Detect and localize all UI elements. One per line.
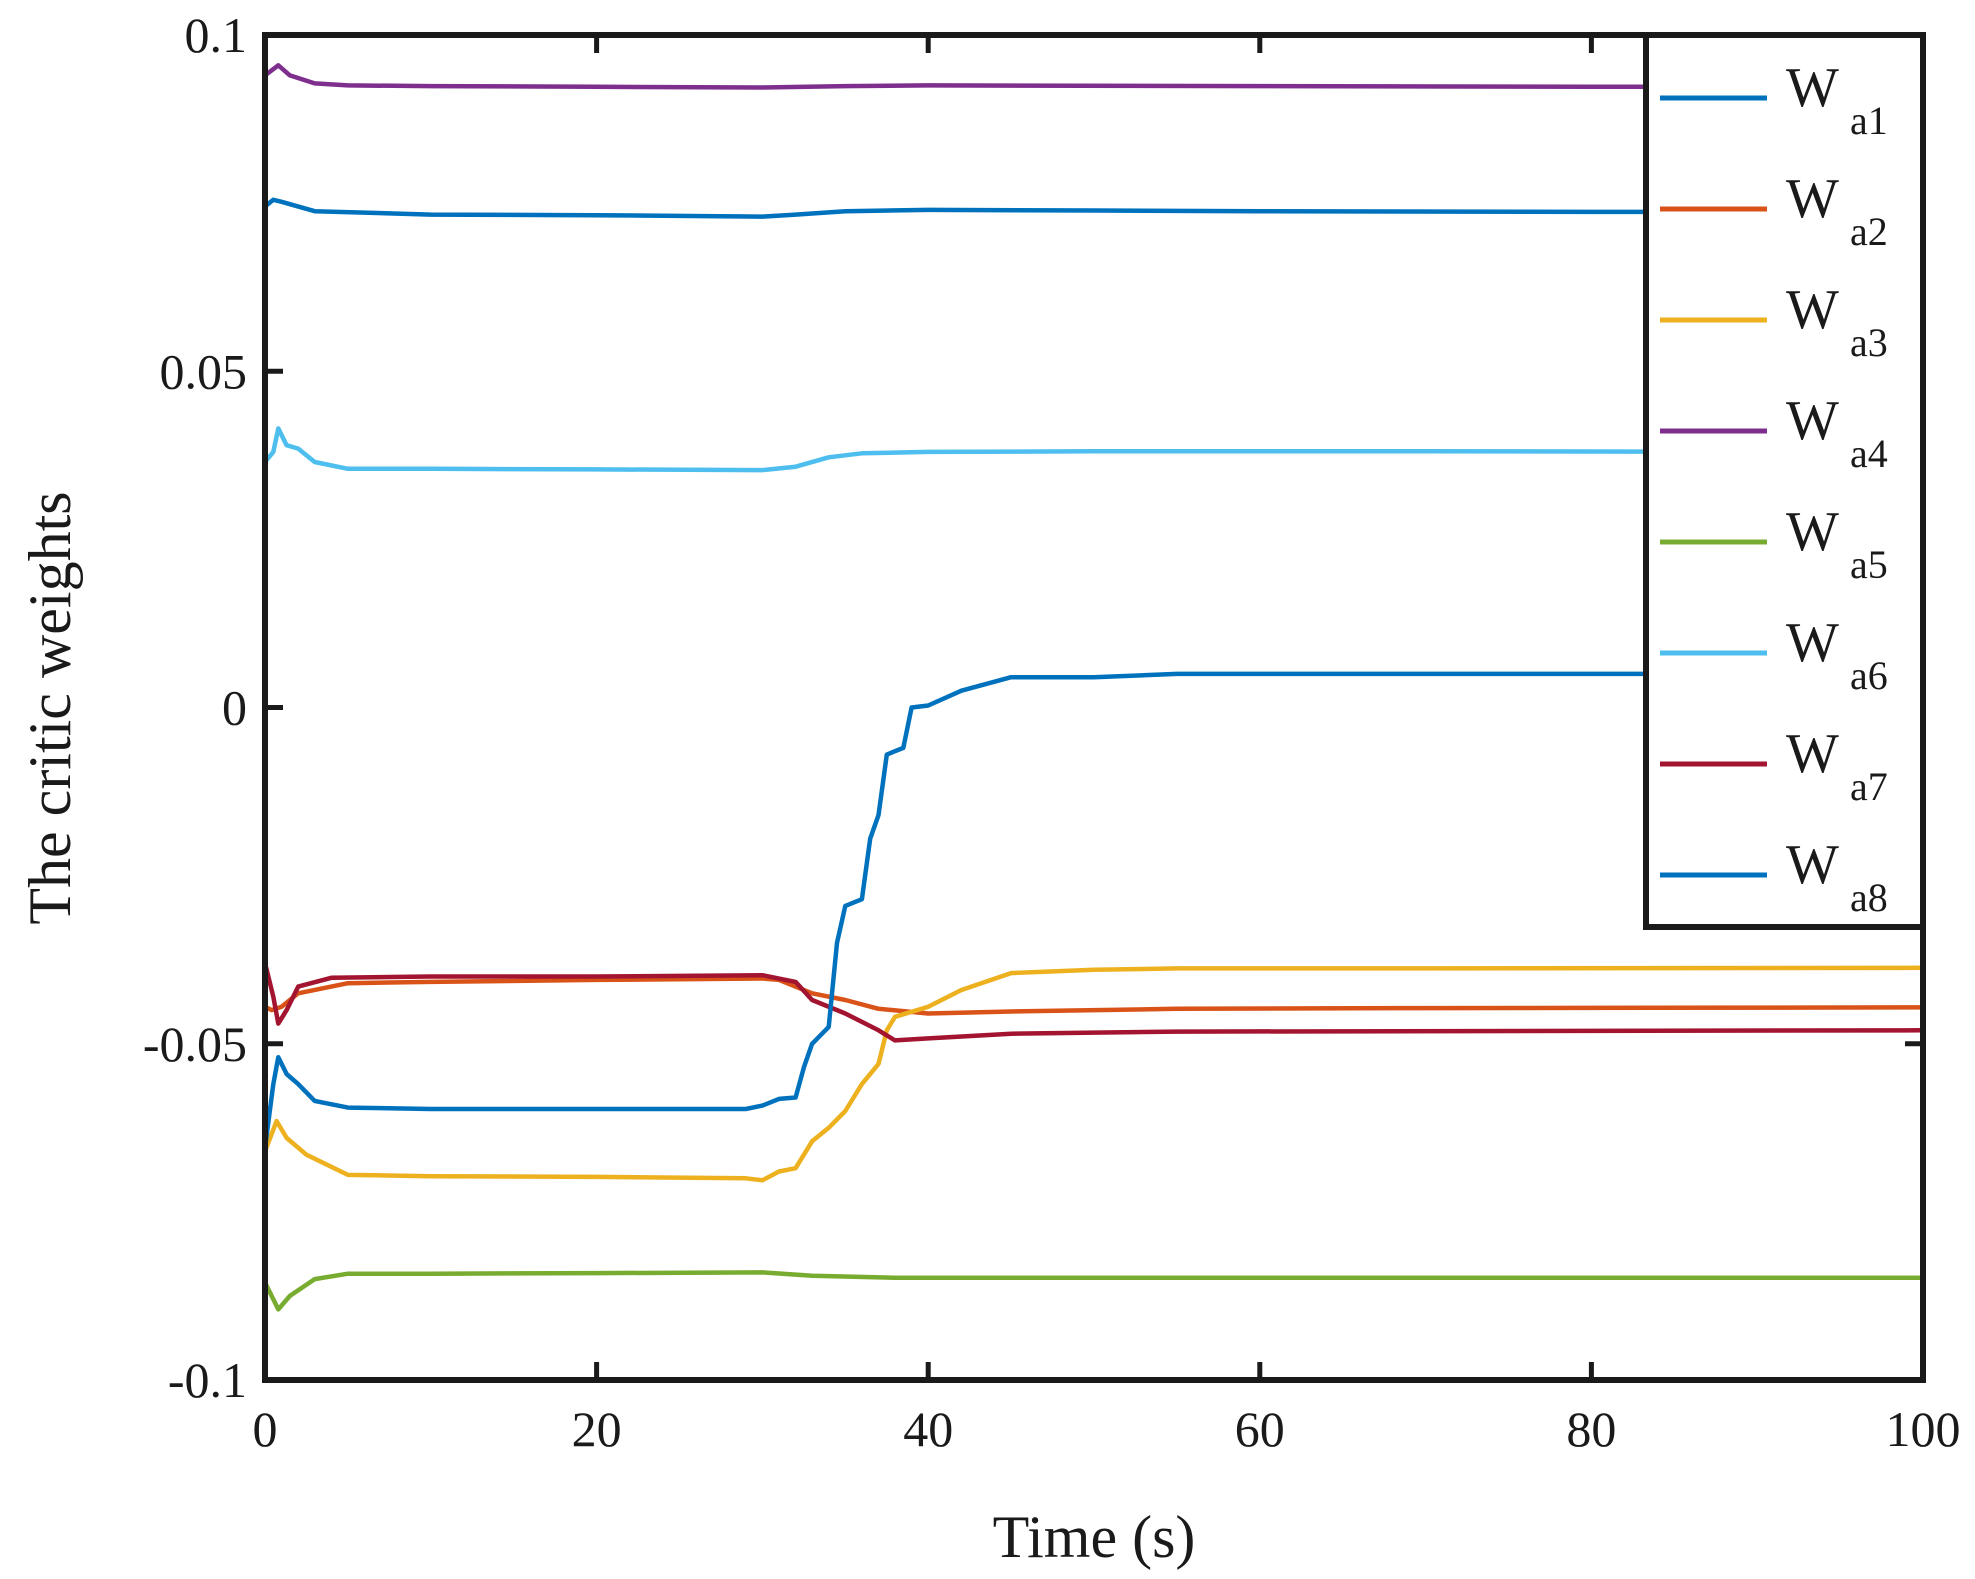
y-tick-label: 0.05 [160, 343, 248, 399]
legend-box [1643, 32, 1926, 930]
legend-label: W [1786, 168, 1839, 230]
legend-label-subscript: a5 [1850, 542, 1888, 587]
y-tick-label: -0.05 [143, 1016, 247, 1072]
ticks-layer: 0 20 40 60 80 100 -0.1 -0.05 0 0.05 0.1 [143, 7, 1961, 1457]
x-tick-label: 20 [572, 1401, 622, 1457]
legend-label-subscript: a7 [1850, 764, 1888, 809]
x-tick-label: 60 [1235, 1401, 1285, 1457]
x-axis-title: Time (s) [993, 1504, 1196, 1570]
series-line-wa1 [262, 197, 1926, 219]
series-line-wa7 [262, 960, 1926, 1043]
y-tick-label: 0 [222, 680, 247, 736]
series-layer [262, 63, 1926, 1312]
series-line-wa4 [262, 63, 1926, 90]
legend-label: W [1786, 723, 1839, 785]
legend-label: W [1786, 57, 1839, 119]
legend-label: W [1786, 279, 1839, 341]
x-tick-label: 80 [1566, 1401, 1616, 1457]
y-tick-label: -0.1 [168, 1352, 247, 1408]
series-line-wa8 [262, 671, 1926, 1151]
x-tick-label: 40 [903, 1401, 953, 1457]
legend-label-subscript: a4 [1850, 431, 1888, 476]
legend-label: W [1786, 612, 1839, 674]
legend-label: W [1786, 834, 1839, 896]
legend-label: W [1786, 501, 1839, 563]
legend-label: W [1786, 390, 1839, 452]
y-axis-title: The critic weights [17, 491, 83, 924]
x-tick-label: 0 [253, 1401, 278, 1457]
legend-label-subscript: a3 [1850, 320, 1888, 365]
series-line-wa3 [262, 965, 1926, 1183]
legend-label-subscript: a1 [1850, 98, 1888, 143]
legend-label-subscript: a6 [1850, 653, 1888, 698]
x-tick-label: 100 [1886, 1401, 1961, 1457]
series-line-wa6 [262, 426, 1926, 473]
y-tick-label: 0.1 [185, 7, 248, 63]
legend-label-subscript: a8 [1850, 875, 1888, 920]
series-line-wa5 [262, 1270, 1926, 1312]
legend-label-subscript: a2 [1850, 209, 1888, 254]
